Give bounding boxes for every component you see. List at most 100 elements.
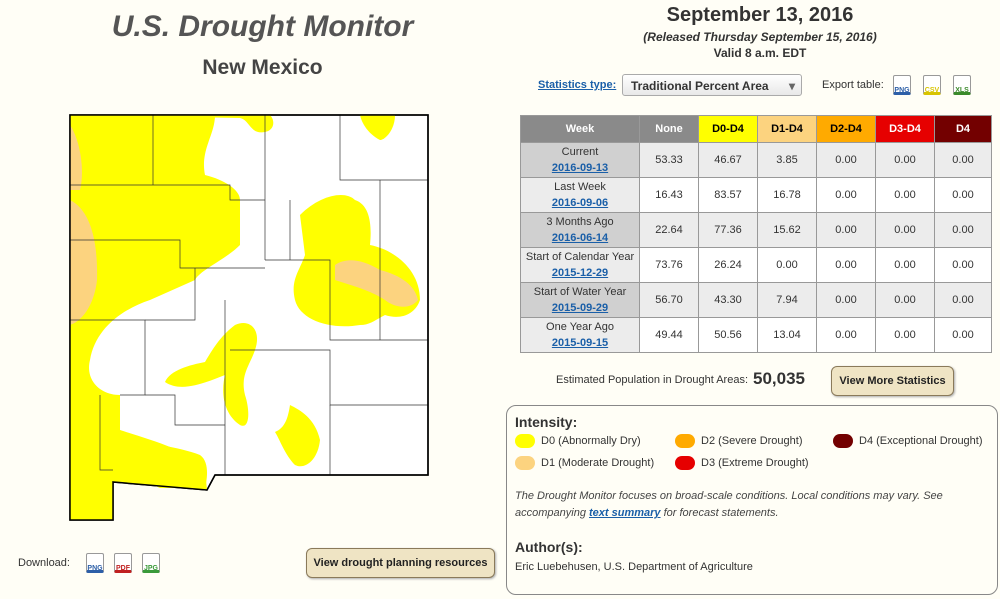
valid-time: Valid 8 a.m. EDT [713, 46, 807, 60]
cell-value: 7.94 [757, 282, 817, 318]
cell-value: 0.00 [816, 142, 876, 178]
row-date-link[interactable]: 2015-09-29 [551, 302, 609, 314]
column-header: Week [520, 115, 640, 143]
cell-value: 46.67 [698, 142, 758, 178]
cell-value: 0.00 [875, 177, 935, 213]
cell-value: 16.78 [757, 177, 817, 213]
table-row: Last Week 2016-09-06 16.43 83.57 16.78 0.00 0.… [520, 177, 992, 213]
cell-value: 0.00 [875, 247, 935, 283]
map-date: September 13, 2016 [666, 4, 854, 26]
file-icon[interactable]: PNG [893, 75, 911, 95]
cell-value: 0.00 [934, 247, 992, 283]
cell-value: 26.24 [698, 247, 758, 283]
cell-value: 0.00 [816, 177, 876, 213]
row-date-link[interactable]: 2016-09-13 [551, 162, 609, 174]
row-name: Start of Calendar Year [525, 251, 635, 263]
legend-title: Intensity: [515, 414, 578, 430]
column-header: D0-D4 [698, 115, 758, 143]
cell-value: 49.44 [639, 317, 699, 353]
legend-description: (Exceptional Drought) [876, 434, 983, 447]
row-date-link[interactable]: 2016-06-14 [551, 232, 609, 244]
cell-value: 0.00 [816, 317, 876, 353]
statistics-type-select[interactable]: Traditional Percent Area [622, 74, 802, 97]
note-text: for forecast statements. [660, 507, 779, 519]
population-value: 50,035 [753, 369, 805, 388]
legend-item: D0 (Abnormally Dry) [515, 434, 641, 448]
row-label: Start of Water Year 2015-09-29 [520, 282, 640, 318]
legend-description: (Extreme Drought) [718, 456, 809, 469]
legend-description: (Moderate Drought) [558, 456, 655, 469]
row-date-link[interactable]: 2016-09-06 [551, 197, 609, 209]
cell-value: 0.00 [934, 317, 992, 353]
legend-code: D2 [701, 434, 716, 447]
file-icon[interactable]: CSV [923, 75, 941, 95]
row-label: Start of Calendar Year 2015-12-29 [520, 247, 640, 283]
cell-value: 0.00 [875, 282, 935, 318]
legend-swatch [675, 434, 695, 448]
cell-value: 50.56 [698, 317, 758, 353]
title: U.S. Drought Monitor [111, 10, 414, 43]
column-header: D2-D4 [816, 115, 876, 143]
row-name: One Year Ago [546, 321, 614, 333]
legend-item: D3 (Extreme Drought) [675, 456, 809, 470]
table-row: Current 2016-09-13 53.33 46.67 3.85 0.00 0.00 0… [520, 142, 992, 178]
file-icon[interactable]: PDF [114, 553, 132, 573]
cell-value: 16.43 [639, 177, 699, 213]
cell-value: 0.00 [816, 212, 876, 248]
legend-description: (Abnormally Dry) [558, 434, 641, 447]
column-header: D3-D4 [875, 115, 935, 143]
release-date: (Released Thursday September 15, 2016) [643, 30, 877, 44]
legend-item: D1 (Moderate Drought) [515, 456, 654, 470]
cell-value: 15.62 [757, 212, 817, 248]
cell-value: 83.57 [698, 177, 758, 213]
cell-value: 77.36 [698, 212, 758, 248]
row-label: Last Week 2016-09-06 [520, 177, 640, 213]
cell-value: 22.64 [639, 212, 699, 248]
table-row: One Year Ago 2015-09-15 49.44 50.56 13.04 0.0… [520, 317, 992, 353]
map [69, 114, 429, 521]
note-text: The Drought Monitor focuses on broad-sca… [515, 490, 943, 519]
legend-swatch [515, 434, 535, 448]
legend-description: (Severe Drought) [718, 434, 803, 447]
more-statistics-button[interactable]: View More Statistics [831, 366, 954, 396]
cell-value: 0.00 [816, 247, 876, 283]
legend-code: D4 [859, 434, 874, 447]
author-name: Eric Luebehusen, U.S. Department of Agri… [515, 561, 753, 573]
export-label: Export table: [822, 79, 884, 91]
column-header: D1-D4 [757, 115, 817, 143]
file-icon[interactable]: PNG [86, 553, 104, 573]
legend-panel: Intensity: The Drought Monitor focuses o… [506, 405, 998, 595]
legend-code: D0 [541, 434, 556, 447]
planning-resources-button[interactable]: View drought planning resources [306, 548, 495, 578]
note: The Drought Monitor focuses on broad-sca… [515, 488, 985, 522]
row-label: One Year Ago 2015-09-15 [520, 317, 640, 353]
statistics-table: Week None D0-D4 D1-D4 D2-D4 D3-D4 D4 Current 201… [520, 115, 992, 353]
row-name: Start of Water Year [533, 286, 627, 298]
cell-value: 0.00 [934, 142, 992, 178]
legend-swatch [515, 456, 535, 470]
row-date-link[interactable]: 2015-09-15 [551, 337, 609, 349]
cell-value: 0.00 [934, 177, 992, 213]
cell-value: 53.33 [639, 142, 699, 178]
row-date-link[interactable]: 2015-12-29 [551, 267, 609, 279]
table-row: Start of Water Year 2015-09-29 56.70 43.30 7… [520, 282, 992, 318]
file-icon[interactable]: XLS [953, 75, 971, 95]
statistics-help-link[interactable]: Statistics type: [538, 79, 617, 91]
column-header: None [639, 115, 699, 143]
legend-item: D4 (Exceptional Drought) [833, 434, 983, 448]
legend-swatch [833, 434, 853, 448]
population-label: Estimated Population in Drought Areas: [556, 374, 749, 386]
cell-value: 0.00 [934, 282, 992, 318]
cell-value: 43.30 [698, 282, 758, 318]
cell-value: 0.00 [875, 212, 935, 248]
cell-value: 0.00 [875, 142, 935, 178]
legend-code: D1 [541, 456, 556, 469]
text-summary-link[interactable]: text summary [589, 507, 661, 519]
row-label: Current 2016-09-13 [520, 142, 640, 178]
legend-code: D3 [701, 456, 716, 469]
cell-value: 56.70 [639, 282, 699, 318]
column-header: D4 [934, 115, 992, 143]
cell-value: 0.00 [934, 212, 992, 248]
file-icon[interactable]: JPG [142, 553, 160, 573]
